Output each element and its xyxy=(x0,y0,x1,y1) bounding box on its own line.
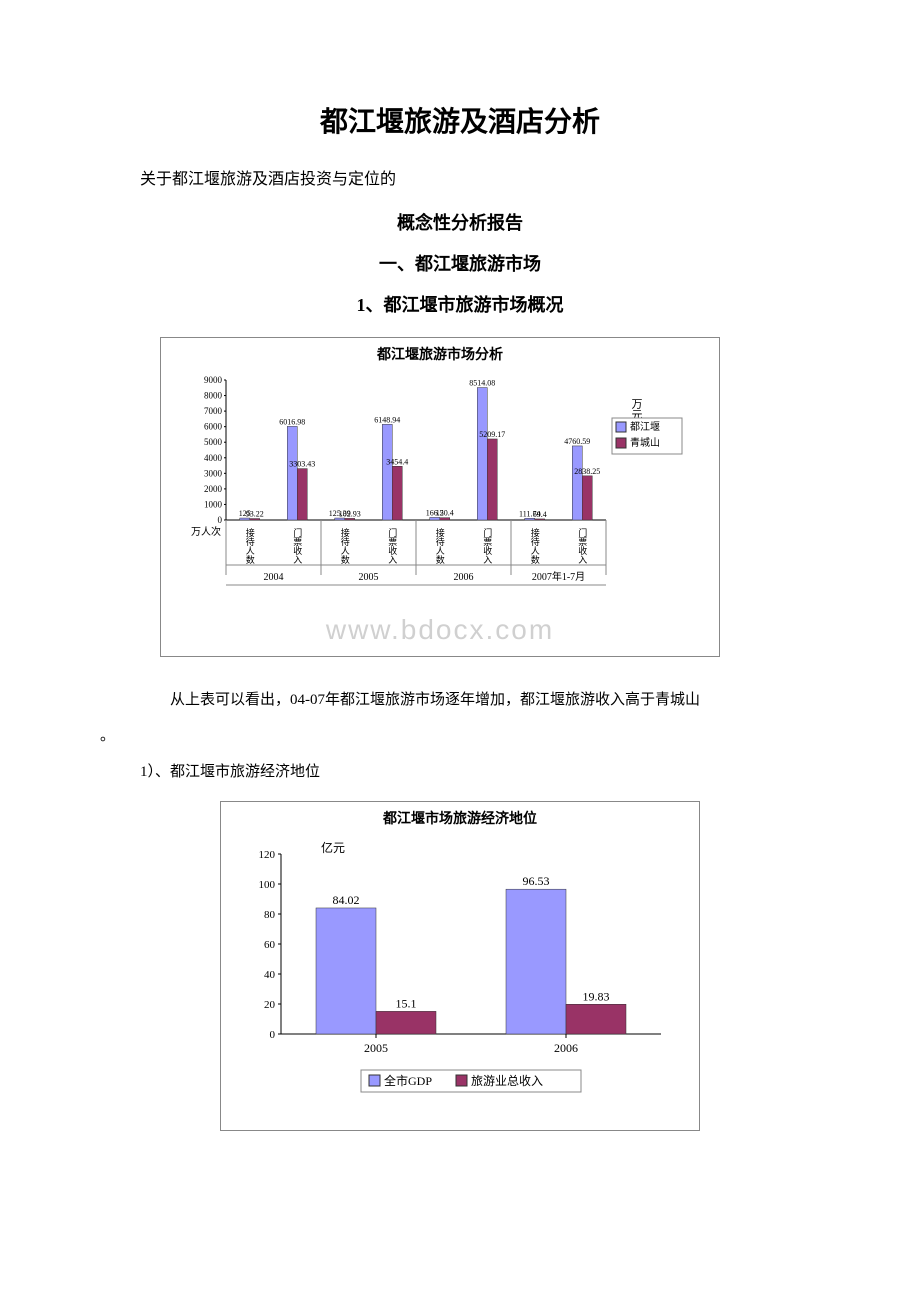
svg-text:15.1: 15.1 xyxy=(396,996,417,1010)
svg-text:19.83: 19.83 xyxy=(583,989,610,1003)
svg-text:9000: 9000 xyxy=(204,375,223,385)
svg-text:门票收入: 门票收入 xyxy=(577,527,587,564)
svg-text:4000: 4000 xyxy=(204,453,223,463)
svg-text:门票收入: 门票收入 xyxy=(292,527,302,564)
svg-text:60: 60 xyxy=(264,939,276,951)
svg-text:3454.4: 3454.4 xyxy=(386,457,408,466)
svg-text:2005: 2005 xyxy=(364,1041,388,1055)
svg-text:100: 100 xyxy=(259,879,276,891)
svg-text:40: 40 xyxy=(264,969,276,981)
chart2-svg: 0 20 40 60 80 100 120 亿元 84.02 15.1 2005 96.53 19.83… xyxy=(221,834,701,1134)
svg-text:全市GDP: 全市GDP xyxy=(384,1073,432,1088)
chart1-title: 都江堰旅游市场分析 xyxy=(161,338,719,370)
svg-text:3303.43: 3303.43 xyxy=(289,460,315,469)
svg-text:接待人数: 接待人数 xyxy=(245,527,255,565)
svg-text:万元: 万元 xyxy=(630,398,643,420)
svg-text:都江堰: 都江堰 xyxy=(630,421,660,433)
svg-text:93.22: 93.22 xyxy=(246,510,264,519)
svg-text:69.4: 69.4 xyxy=(533,510,547,519)
svg-text:2007年1-7月: 2007年1-7月 xyxy=(532,570,585,583)
svg-text:亿元: 亿元 xyxy=(321,840,345,855)
paragraph-1-end: 。 xyxy=(100,724,800,745)
svg-text:2006: 2006 xyxy=(454,572,474,583)
svg-text:接待人数: 接待人数 xyxy=(530,527,540,565)
svg-text:7000: 7000 xyxy=(204,406,223,416)
intro-text: 关于都江堰旅游及酒店投资与定位的 xyxy=(140,165,820,189)
subtitle-section1: 一、都江堰旅游市场 xyxy=(100,250,820,276)
svg-text:5209.17: 5209.17 xyxy=(479,430,505,439)
page-title: 都江堰旅游及酒店分析 xyxy=(100,100,820,140)
chart1-container: 都江堰旅游市场分析 0 1000 2000 3000 4000 5000 6000 7000 8… xyxy=(160,337,720,657)
svg-text:0: 0 xyxy=(270,1029,276,1041)
svg-text:2004: 2004 xyxy=(264,572,284,583)
svg-text:4760.59: 4760.59 xyxy=(564,437,590,446)
chart2-container: 都江堰市场旅游经济地位 0 20 40 60 80 100 120 亿元 84.02 15.1 20… xyxy=(220,801,700,1131)
svg-text:96.53: 96.53 xyxy=(523,874,550,888)
svg-text:3000: 3000 xyxy=(204,468,223,478)
svg-text:5000: 5000 xyxy=(204,437,223,447)
svg-text:门票收入: 门票收入 xyxy=(482,527,492,564)
svg-text:102.93: 102.93 xyxy=(339,509,361,518)
subtitle-section1-1: 1、都江堰市旅游市场概况 xyxy=(100,291,820,317)
svg-text:8000: 8000 xyxy=(204,391,223,401)
svg-text:青城山: 青城山 xyxy=(630,436,660,449)
svg-text:接待人数: 接待人数 xyxy=(340,527,350,565)
paragraph-1: 从上表可以看出，04-07年都江堰旅游市场逐年增加，都江堰旅游收入高于青城山 xyxy=(140,687,800,714)
svg-text:2006: 2006 xyxy=(554,1041,578,1055)
svg-text:84.02: 84.02 xyxy=(333,893,360,907)
subheading-1: 1）、都江堰市旅游经济地位 xyxy=(140,760,820,781)
svg-text:6000: 6000 xyxy=(204,422,223,432)
chart1-svg: 0 1000 2000 3000 4000 5000 6000 7000 8000 9000 万人次… xyxy=(161,370,721,630)
svg-text:接待人数: 接待人数 xyxy=(435,527,445,565)
svg-text:150.4: 150.4 xyxy=(436,509,454,518)
svg-text:0: 0 xyxy=(218,515,223,525)
svg-text:20: 20 xyxy=(264,999,276,1011)
svg-text:门票收入: 门票收入 xyxy=(387,527,397,564)
svg-text:80: 80 xyxy=(264,909,276,921)
svg-text:2005: 2005 xyxy=(359,572,379,583)
subtitle-report: 概念性分析报告 xyxy=(100,209,820,235)
svg-text:万人次: 万人次 xyxy=(191,525,221,538)
svg-text:120: 120 xyxy=(259,849,276,861)
svg-text:1000: 1000 xyxy=(204,499,223,509)
chart2-title: 都江堰市场旅游经济地位 xyxy=(221,802,699,834)
svg-text:8514.08: 8514.08 xyxy=(469,379,495,388)
svg-text:6016.98: 6016.98 xyxy=(279,417,305,426)
svg-text:2000: 2000 xyxy=(204,484,223,494)
svg-text:6148.94: 6148.94 xyxy=(374,415,400,424)
svg-text:2838.25: 2838.25 xyxy=(574,467,600,476)
svg-text:旅游业总收入: 旅游业总收入 xyxy=(471,1074,543,1088)
